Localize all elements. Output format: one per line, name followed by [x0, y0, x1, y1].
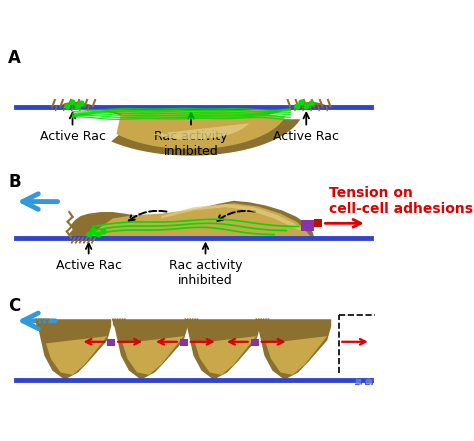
Polygon shape [185, 319, 260, 380]
Polygon shape [195, 336, 256, 375]
Polygon shape [161, 204, 302, 230]
Text: Active Rac: Active Rac [55, 259, 122, 272]
Text: Rac activity
inhibited: Rac activity inhibited [154, 130, 228, 158]
Text: Active Rac: Active Rac [273, 130, 339, 143]
Text: A: A [8, 49, 21, 67]
Polygon shape [46, 336, 107, 375]
Text: C: C [8, 297, 20, 315]
Polygon shape [256, 319, 331, 380]
Bar [180, 339, 188, 346]
Text: Active Rac: Active Rac [39, 130, 106, 143]
Polygon shape [153, 123, 249, 139]
Polygon shape [53, 101, 335, 156]
Polygon shape [122, 336, 184, 375]
Bar [301, 220, 314, 232]
Polygon shape [85, 203, 310, 236]
Bar [107, 339, 115, 346]
Polygon shape [36, 319, 111, 380]
Bar [314, 219, 322, 228]
Text: B: B [8, 173, 21, 191]
Text: Rac activity
inhibited: Rac activity inhibited [169, 259, 242, 287]
Polygon shape [69, 201, 314, 238]
Polygon shape [266, 336, 327, 375]
Polygon shape [113, 319, 188, 380]
Polygon shape [97, 107, 285, 149]
Text: Tension on
cell-cell adhesions: Tension on cell-cell adhesions [329, 186, 473, 217]
Bar [251, 339, 259, 346]
Bar [355, 378, 361, 384]
Bar [365, 378, 372, 384]
